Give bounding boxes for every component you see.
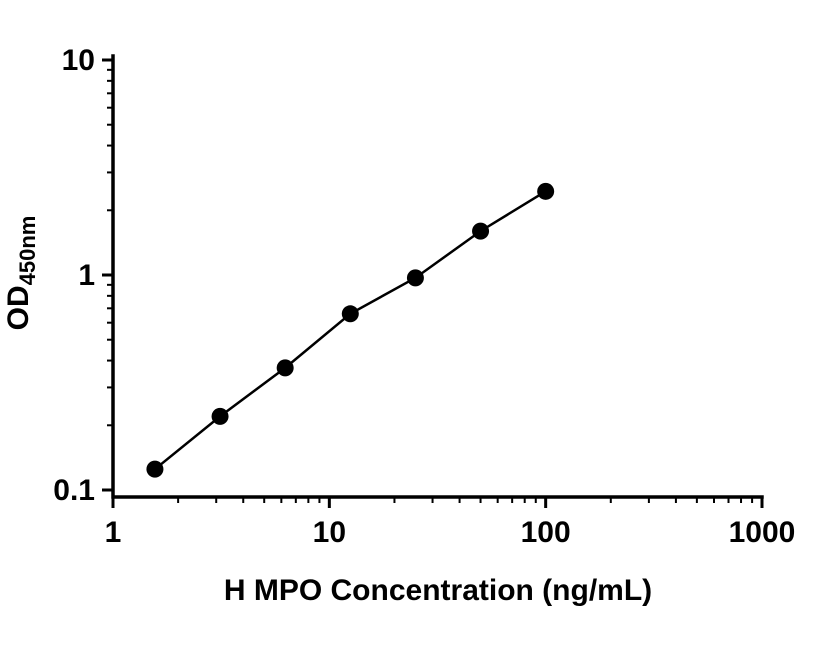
- data-point: [341, 305, 359, 323]
- x-tick-label: 10: [313, 516, 346, 549]
- x-tick-label: 1: [105, 516, 122, 549]
- y-axis-title-main: OD: [2, 285, 35, 330]
- x-axis-title: H MPO Concentration (ng/mL): [224, 574, 652, 607]
- y-tick-label: 0.1: [53, 474, 95, 507]
- y-axis-title-subscript: 450nm: [15, 216, 40, 286]
- data-point: [211, 407, 229, 425]
- data-series: [146, 182, 555, 478]
- data-point: [276, 359, 294, 377]
- data-point: [406, 269, 424, 287]
- x-tick-label: 100: [521, 516, 571, 549]
- data-point: [537, 182, 555, 200]
- data-point: [472, 222, 490, 240]
- minor-ticks: [107, 68, 754, 503]
- y-tick-label: 1: [78, 259, 95, 292]
- axes: [111, 54, 764, 499]
- tick-labels: 1 10 100 1000 0.1 1 10: [53, 44, 795, 549]
- axis-lines: [111, 54, 764, 499]
- data-point: [146, 460, 164, 478]
- x-tick-label: 1000: [729, 516, 796, 549]
- major-ticks: [102, 58, 764, 508]
- y-tick-label: 10: [62, 44, 95, 77]
- y-axis-title: OD450nm: [2, 216, 40, 331]
